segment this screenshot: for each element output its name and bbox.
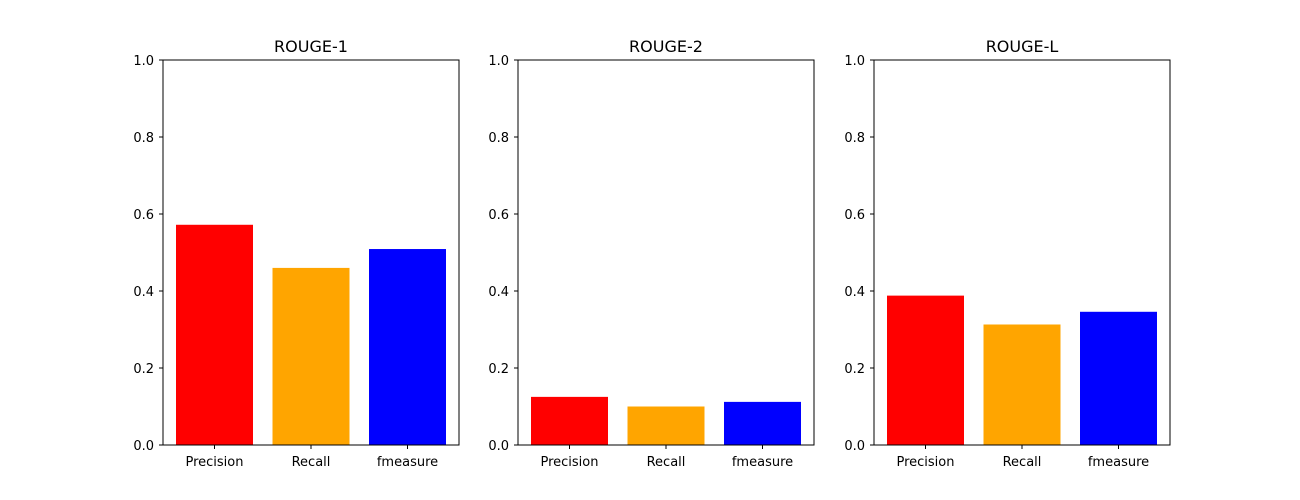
bar-precision	[176, 224, 253, 445]
y-tick-label: 0.8	[488, 131, 509, 146]
bar-group	[531, 396, 801, 445]
x-tick-label: Recall	[647, 455, 686, 470]
bar-precision	[531, 396, 608, 445]
x-tick-label: Precision	[896, 455, 954, 470]
bar-fmeasure	[1080, 311, 1157, 445]
x-tick-label: Recall	[292, 455, 331, 470]
y-axis: 0.0 0.2 0.4 0.6 0.8 1.0	[844, 54, 874, 454]
y-axis: 0.0 0.2 0.4 0.6 0.8 1.0	[133, 54, 163, 454]
y-tick-label: 0.8	[844, 131, 865, 146]
y-tick-label: 0.6	[488, 208, 509, 223]
subplot-rouge-1: ROUGE-1 0.0 0.2 0.4 0.6 0.8 1.0 Precision Reca…	[133, 37, 460, 470]
axes-frame	[517, 59, 815, 446]
y-tick-label: 0.2	[844, 362, 865, 377]
y-tick-label: 0.0	[133, 439, 154, 454]
y-tick-label: 1.0	[488, 54, 509, 69]
x-tick-label: Precision	[540, 455, 598, 470]
y-tick-label: 0.4	[844, 285, 865, 300]
axes-frame	[162, 59, 460, 446]
chart-title: ROUGE-1	[274, 37, 348, 56]
bar-fmeasure	[724, 401, 801, 445]
x-tick-label: fmeasure	[732, 455, 793, 470]
axes-frame	[873, 59, 1171, 446]
y-tick-label: 0.2	[133, 362, 154, 377]
y-axis: 0.0 0.2 0.4 0.6 0.8 1.0	[488, 54, 518, 454]
x-tick-label: Recall	[1003, 455, 1042, 470]
bar-group	[176, 224, 446, 445]
y-tick-label: 0.4	[488, 285, 509, 300]
bar-recall	[272, 267, 350, 445]
x-axis: Precision Recall fmeasure	[896, 445, 1149, 470]
bar-recall	[627, 406, 705, 445]
y-tick-label: 0.0	[844, 439, 865, 454]
x-tick-label: fmeasure	[1088, 455, 1149, 470]
y-tick-label: 0.4	[133, 285, 154, 300]
y-tick-label: 0.2	[488, 362, 509, 377]
bar-fmeasure	[369, 249, 446, 445]
bar-recall	[983, 324, 1061, 445]
subplot-rouge-l: ROUGE-L 0.0 0.2 0.4 0.6 0.8 1.0 Precision Reca…	[844, 37, 1171, 470]
y-tick-label: 0.6	[133, 208, 154, 223]
y-tick-label: 0.8	[133, 131, 154, 146]
chart-title: ROUGE-2	[629, 37, 703, 56]
x-tick-label: fmeasure	[377, 455, 438, 470]
x-axis: Precision Recall fmeasure	[185, 445, 438, 470]
y-tick-label: 1.0	[844, 54, 865, 69]
bar-precision	[887, 295, 964, 445]
y-tick-label: 0.0	[488, 439, 509, 454]
subplot-rouge-2: ROUGE-2 0.0 0.2 0.4 0.6 0.8 1.0 Precision Reca…	[488, 37, 815, 470]
x-axis: Precision Recall fmeasure	[540, 445, 793, 470]
chart-title: ROUGE-L	[986, 37, 1059, 56]
x-tick-label: Precision	[185, 455, 243, 470]
y-tick-label: 0.6	[844, 208, 865, 223]
y-tick-label: 1.0	[133, 54, 154, 69]
bar-group	[887, 295, 1157, 445]
